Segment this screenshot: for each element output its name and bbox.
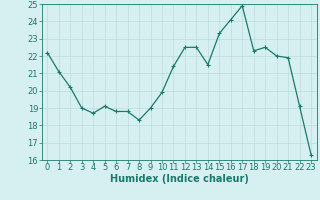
X-axis label: Humidex (Indice chaleur): Humidex (Indice chaleur)	[110, 174, 249, 184]
